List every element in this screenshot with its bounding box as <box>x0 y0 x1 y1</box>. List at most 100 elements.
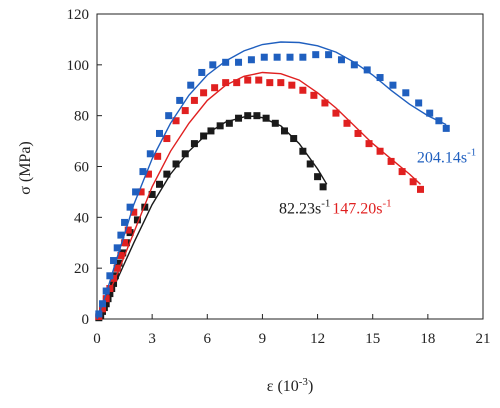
data-point <box>387 157 395 165</box>
data-point <box>115 259 123 267</box>
x-axis-ticks: 0 3 6 9 12 15 18 21 <box>93 314 491 347</box>
x-tick-label: 15 <box>365 331 380 347</box>
data-point <box>181 107 189 115</box>
y-tick-label: 40 <box>74 210 89 226</box>
data-point <box>190 140 198 148</box>
data-point <box>172 117 180 125</box>
data-point <box>402 89 410 97</box>
y-axis-ticks: 0 20 40 60 80 100 120 <box>67 7 102 328</box>
data-point <box>211 84 219 92</box>
data-point <box>363 66 371 74</box>
data-point <box>102 287 110 295</box>
data-point <box>117 251 125 259</box>
series-3 <box>95 41 450 320</box>
data-point <box>299 53 307 61</box>
y-tick-label: 60 <box>74 160 89 176</box>
data-point <box>398 168 406 176</box>
data-point <box>141 203 149 211</box>
data-point <box>365 140 373 148</box>
data-point <box>176 96 184 104</box>
data-point <box>163 135 171 143</box>
data-point <box>106 290 114 298</box>
data-point <box>247 56 255 64</box>
data-point <box>198 68 206 76</box>
data-point <box>130 208 138 216</box>
data-point <box>216 122 224 130</box>
data-point <box>354 129 362 137</box>
x-tick-label: 0 <box>93 331 101 347</box>
data-point <box>155 180 163 188</box>
data-point <box>312 51 320 59</box>
data-point <box>442 124 450 132</box>
data-point <box>286 53 294 61</box>
data-point <box>255 76 263 84</box>
y-tick-label: 20 <box>74 261 89 277</box>
data-point <box>154 152 162 160</box>
data-point <box>426 109 434 117</box>
data-point <box>146 150 154 158</box>
y-tick-label: 80 <box>74 109 89 125</box>
data-point <box>376 74 384 82</box>
x-tick-label: 18 <box>420 331 435 347</box>
x-tick-label: 12 <box>310 331 325 347</box>
data-point <box>319 183 327 191</box>
data-point <box>106 272 114 280</box>
data-point <box>253 112 261 120</box>
data-point <box>266 79 274 87</box>
data-point <box>207 127 215 135</box>
data-point <box>144 170 152 178</box>
data-point <box>244 76 252 84</box>
data-point <box>165 112 173 120</box>
data-series <box>95 41 450 322</box>
series-label: 204.14s-1 <box>417 147 476 167</box>
data-point <box>260 53 268 61</box>
data-point <box>273 53 281 61</box>
data-point <box>222 58 230 66</box>
fit-curve <box>96 115 328 320</box>
data-point <box>271 119 279 127</box>
data-point <box>244 112 252 120</box>
x-tick-label: 3 <box>148 331 156 347</box>
data-point <box>280 127 288 135</box>
data-point <box>126 203 134 211</box>
data-point <box>306 160 314 168</box>
data-point <box>409 178 417 186</box>
data-point <box>310 91 318 99</box>
data-point <box>262 114 270 122</box>
data-point <box>235 58 243 66</box>
data-point <box>155 129 163 137</box>
data-point <box>187 81 195 89</box>
data-point <box>415 99 423 107</box>
data-point <box>299 147 307 155</box>
x-tick-label: 9 <box>259 331 267 347</box>
data-point <box>376 147 384 155</box>
data-point <box>121 218 129 226</box>
data-point <box>350 61 358 69</box>
data-point <box>163 170 171 178</box>
data-point <box>417 185 425 193</box>
series-label: 147.20s-1 <box>332 198 391 218</box>
data-point <box>288 81 296 89</box>
data-point <box>290 135 298 143</box>
data-point <box>137 188 145 196</box>
data-point <box>148 190 156 198</box>
data-point <box>314 173 322 181</box>
data-point <box>332 109 340 117</box>
data-point <box>200 89 208 97</box>
data-point <box>121 239 129 247</box>
data-point <box>113 264 121 272</box>
series-2 <box>95 71 425 320</box>
data-point <box>233 79 241 87</box>
y-tick-label: 100 <box>67 58 90 74</box>
data-point <box>343 119 351 127</box>
data-point <box>110 274 118 282</box>
data-point <box>222 79 230 87</box>
series-label: 82.23s-1 <box>279 198 330 218</box>
data-point <box>299 86 307 94</box>
data-point <box>181 150 189 158</box>
data-point <box>337 56 345 64</box>
fit-curve <box>96 41 447 320</box>
data-point <box>139 168 147 176</box>
data-point <box>321 99 329 107</box>
data-point <box>133 216 141 224</box>
